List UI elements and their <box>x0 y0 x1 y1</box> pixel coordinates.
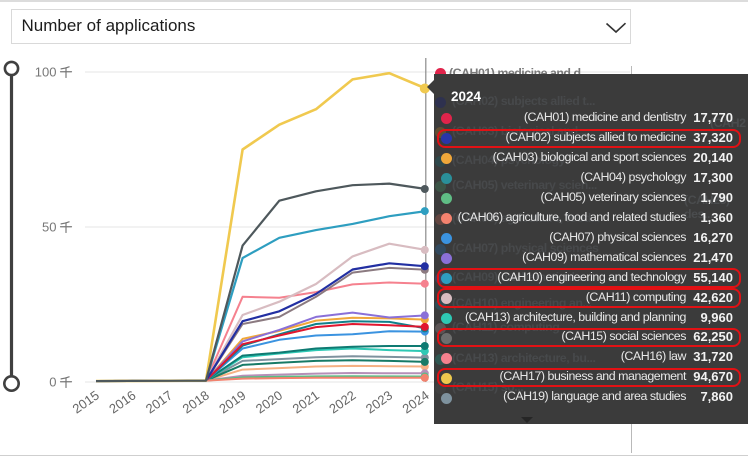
svg-text:2017: 2017 <box>143 388 175 417</box>
svg-text:2024: 2024 <box>399 388 431 417</box>
svg-text:2018: 2018 <box>180 388 212 417</box>
svg-text:2016: 2016 <box>106 388 138 417</box>
svg-text:2019: 2019 <box>216 388 248 417</box>
svg-text:2021: 2021 <box>290 388 322 417</box>
svg-text:2023: 2023 <box>363 388 395 417</box>
svg-text:50: 50 <box>42 220 56 235</box>
svg-text:2015: 2015 <box>70 388 102 417</box>
svg-text:0: 0 <box>49 375 56 390</box>
svg-text:2020: 2020 <box>253 388 285 417</box>
svg-text:2022: 2022 <box>326 388 358 417</box>
svg-text:100: 100 <box>35 65 57 80</box>
